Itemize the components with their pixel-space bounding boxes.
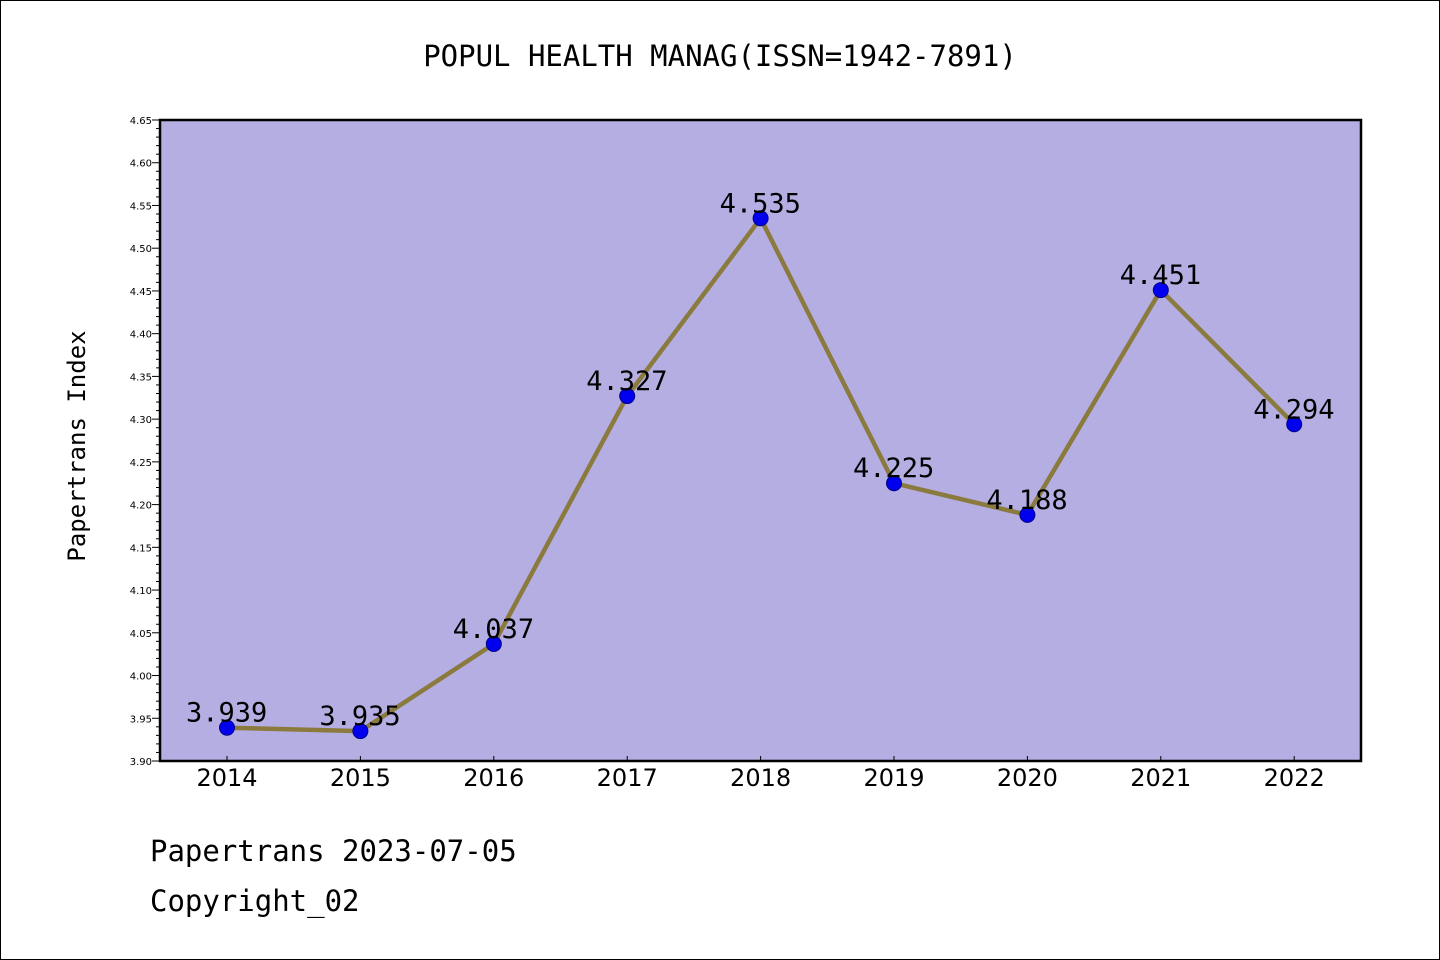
y-axis-ticks: 3.90 3.95 4.00 4.05 4.10 4.15 4.20 4.25 4.30 4.35…	[130, 116, 160, 768]
data-label: 4.294	[1253, 394, 1334, 425]
footer-copyright-line: Copyright_02	[150, 884, 360, 918]
data-point	[352, 723, 369, 740]
x-axis-ticks: 2014 2015 2016 2017 2018 2019 2020 2021 2022	[196, 756, 1325, 792]
y-tick-label: 4.15	[130, 543, 152, 554]
data-label: 4.535	[720, 188, 801, 219]
plot-border	[158, 118, 1363, 763]
y-tick-label: 4.45	[130, 287, 152, 298]
y-axis-label: Papertrans Index	[63, 330, 91, 561]
x-tick-label: 2014	[196, 764, 257, 792]
data-labels: 3.939 3.935 4.037 4.327 4.535 4.225 4.188 4.451…	[186, 188, 1334, 732]
data-label: 4.225	[853, 453, 934, 484]
x-tick-label: 2015	[330, 764, 391, 792]
y-tick-label: 4.30	[130, 415, 152, 426]
y-tick-label: 4.20	[130, 501, 152, 512]
data-label: 3.935	[319, 701, 400, 732]
data-point	[485, 635, 502, 652]
data-label: 3.939	[186, 698, 267, 729]
data-point	[752, 210, 769, 227]
data-label: 4.451	[1120, 260, 1201, 291]
data-point	[1286, 416, 1303, 433]
data-point	[619, 388, 636, 405]
x-tick-label: 2020	[997, 764, 1058, 792]
data-point	[1019, 506, 1036, 523]
y-tick-label: 4.55	[130, 201, 152, 212]
y-tick-label: 4.50	[130, 244, 152, 255]
data-point	[886, 475, 902, 492]
y-tick-label: 4.25	[130, 458, 152, 469]
y-tick-label: 4.65	[130, 116, 152, 127]
plot-area	[160, 120, 1361, 761]
y-tick-label: 4.05	[130, 629, 152, 640]
y-tick-label: 4.40	[130, 330, 152, 341]
x-tick-label: 2021	[1130, 764, 1191, 792]
x-tick-label: 2022	[1264, 764, 1325, 792]
data-point	[219, 719, 235, 736]
data-points	[219, 210, 1303, 740]
x-tick-label: 2017	[597, 764, 658, 792]
y-tick-label: 4.00	[130, 672, 152, 683]
y-tick-label: 3.95	[130, 714, 152, 725]
chart-title: POPUL HEALTH MANAG(ISSN=1942-7891)	[423, 39, 1017, 73]
data-label: 4.037	[453, 614, 534, 645]
y-tick-label: 4.35	[130, 372, 152, 383]
data-label: 4.188	[986, 485, 1067, 516]
x-tick-label: 2018	[730, 764, 791, 792]
y-tick-label: 3.90	[130, 757, 152, 768]
y-tick-label: 4.10	[130, 586, 152, 597]
footer-date-line: Papertrans 2023-07-05	[150, 834, 517, 868]
x-tick-label: 2019	[863, 764, 924, 792]
data-label: 4.327	[586, 366, 667, 397]
data-point	[1152, 282, 1169, 299]
x-tick-label: 2016	[463, 764, 524, 792]
y-tick-label: 4.60	[130, 159, 152, 170]
